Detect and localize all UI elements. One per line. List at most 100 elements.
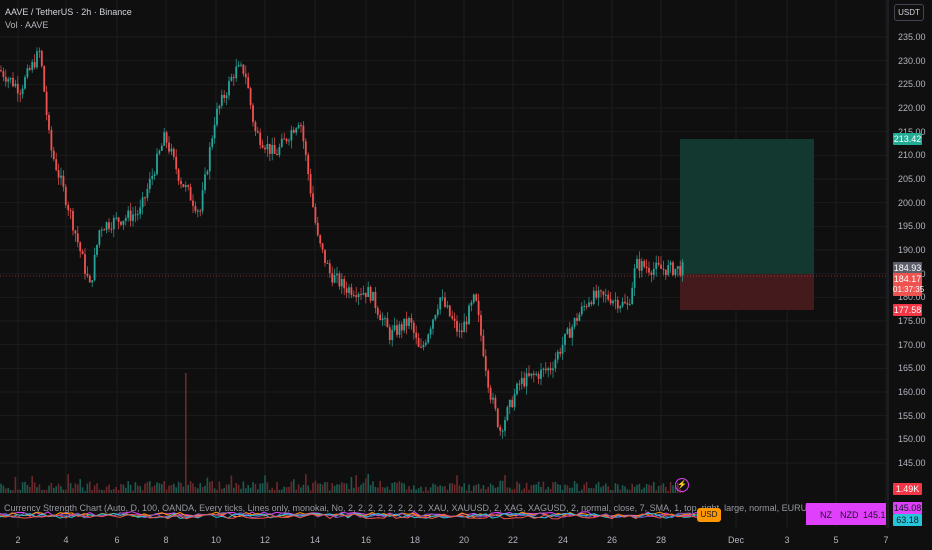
volume-bar xyxy=(449,483,451,493)
candle xyxy=(408,316,410,329)
time-tick: 10 xyxy=(210,535,221,545)
candle xyxy=(640,257,643,278)
candle xyxy=(115,212,118,221)
candle xyxy=(74,229,77,242)
candle xyxy=(609,292,612,306)
volume-bar xyxy=(528,489,530,493)
candle xyxy=(21,84,24,99)
indicator-legend[interactable]: Currency Strength Chart (Auto, D, 100, O… xyxy=(4,504,884,513)
candle xyxy=(352,290,355,298)
stop-zone xyxy=(680,274,814,310)
volume-bar xyxy=(612,490,614,493)
price-tick: 205.00 xyxy=(898,174,926,184)
volume-bar xyxy=(120,483,122,493)
candle xyxy=(595,284,598,301)
candle xyxy=(417,332,420,348)
candle xyxy=(662,260,665,276)
volume-bar xyxy=(211,481,213,493)
currency-button[interactable]: USDT xyxy=(894,4,924,21)
candle xyxy=(127,206,130,222)
price-tick: 210.00 xyxy=(898,150,926,161)
candle xyxy=(223,90,226,103)
candle xyxy=(319,234,322,248)
candle xyxy=(292,127,295,134)
candle xyxy=(88,274,91,283)
volume-bar xyxy=(218,481,221,493)
candle xyxy=(256,126,259,134)
target-price-tag: 213.42 xyxy=(893,133,922,145)
volume-bar xyxy=(19,489,21,493)
candle xyxy=(381,312,384,327)
candle xyxy=(268,143,271,162)
volume-bar xyxy=(38,484,41,493)
volume-bar xyxy=(425,486,427,493)
volume-legend[interactable]: Vol · AAVE xyxy=(5,20,49,30)
volume-bar xyxy=(540,486,542,493)
candle xyxy=(475,293,478,302)
volume-bar xyxy=(413,485,415,493)
candle xyxy=(355,287,358,303)
volume-bar xyxy=(14,476,17,493)
volume-bar xyxy=(446,489,449,493)
volume-bar xyxy=(545,489,547,493)
candle xyxy=(585,303,588,310)
candle xyxy=(98,229,101,248)
candle xyxy=(600,289,602,298)
candle xyxy=(175,149,178,175)
candle xyxy=(168,136,170,155)
nzd-label: NZD xyxy=(840,510,859,520)
volume-bar xyxy=(456,475,458,493)
volume-bar xyxy=(216,489,218,493)
candle xyxy=(564,333,566,353)
candle xyxy=(429,326,432,339)
volume-bar xyxy=(405,489,408,493)
volume-bar xyxy=(482,485,485,493)
volume-bar xyxy=(129,484,132,493)
candle xyxy=(607,290,610,302)
candle xyxy=(420,338,422,349)
volume-bar xyxy=(139,486,141,493)
symbol-title[interactable]: AAVE / TetherUS · 2h · Binance xyxy=(5,7,132,17)
volume-bar xyxy=(619,489,621,493)
volume-bar xyxy=(432,483,434,493)
volume-bar xyxy=(487,486,489,493)
candle xyxy=(295,127,298,136)
price-tick: 180.00 xyxy=(898,292,926,303)
volume-bar xyxy=(578,490,581,493)
volume-bar xyxy=(420,486,422,493)
strength-lines xyxy=(0,510,721,520)
volume-bar xyxy=(89,481,91,493)
candle xyxy=(676,265,679,277)
volume-bar xyxy=(535,484,537,493)
candle xyxy=(230,73,233,82)
volume-bar xyxy=(470,490,473,493)
price-tick: 215.00 xyxy=(898,126,926,137)
candle xyxy=(532,370,535,383)
time-tick: 6 xyxy=(114,535,120,545)
candle xyxy=(650,270,653,283)
candle xyxy=(333,268,336,284)
volume-bar xyxy=(285,487,288,493)
volume-bar xyxy=(41,490,43,493)
flash-icon[interactable]: ⚡ xyxy=(675,478,689,492)
volume-bar xyxy=(273,489,276,493)
volume-bar xyxy=(338,484,341,493)
candle xyxy=(494,394,497,412)
volume-bar xyxy=(45,489,48,493)
candle xyxy=(211,135,214,150)
candle xyxy=(374,287,377,314)
volume-bar xyxy=(492,485,494,493)
volume-bar xyxy=(144,483,146,493)
candle xyxy=(398,321,401,339)
candle xyxy=(357,291,360,306)
volume-bar xyxy=(624,486,626,493)
candle xyxy=(134,206,137,223)
volume-bar xyxy=(588,487,590,493)
candle xyxy=(278,143,281,158)
volume-bar xyxy=(329,490,331,493)
volume-bar xyxy=(165,489,168,493)
volume-bar xyxy=(552,482,554,493)
candle xyxy=(439,296,442,315)
candle xyxy=(189,183,192,201)
